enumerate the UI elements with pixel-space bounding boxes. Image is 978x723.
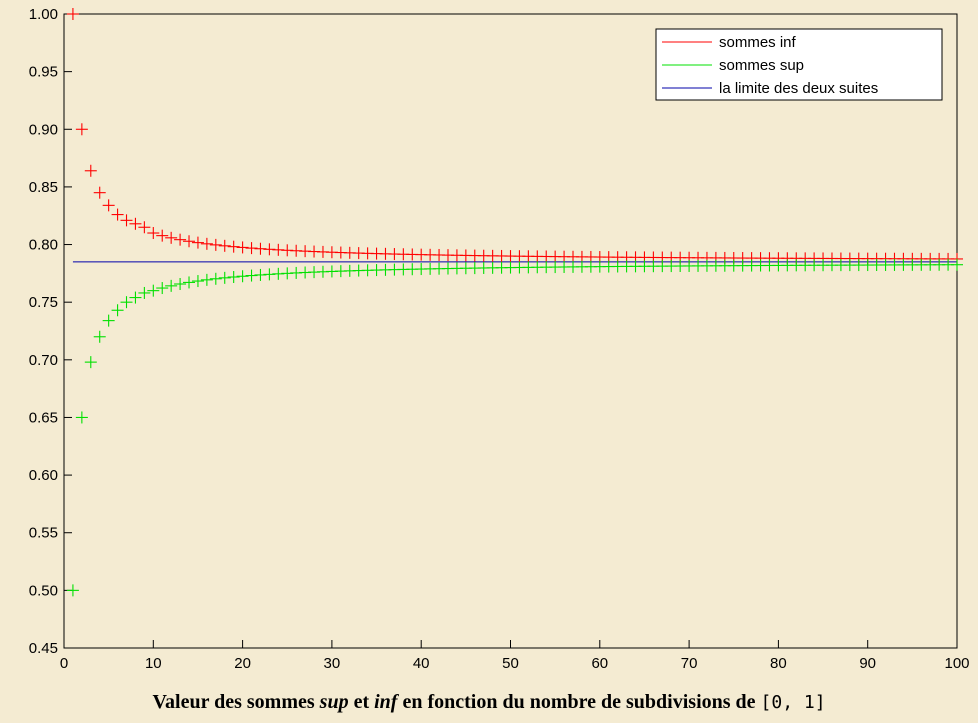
x-tick-label: 10 — [145, 655, 162, 672]
point-sommes-sup — [227, 271, 240, 284]
point-sommes-sup — [147, 284, 160, 297]
caption-part-2: et — [348, 691, 375, 713]
point-sommes-sup — [218, 271, 231, 284]
point-sommes-inf — [111, 208, 124, 221]
point-sommes-sup — [129, 291, 142, 304]
point-sommes-sup — [66, 584, 79, 597]
x-tick-label: 100 — [944, 655, 969, 672]
caption-part-1: Valeur des sommes — [152, 691, 320, 713]
point-sommes-sup — [120, 296, 133, 309]
point-sommes-inf — [227, 240, 240, 253]
point-sommes-sup — [156, 282, 169, 295]
point-sommes-inf — [218, 239, 231, 252]
caption-part-3: en fonction du nombre de subdivisions de — [397, 691, 761, 713]
legend-label-sommes-sup: sommes sup — [719, 57, 804, 74]
point-sommes-sup — [209, 272, 222, 285]
x-tick-label: 40 — [413, 655, 430, 672]
y-tick-label: 1.00 — [29, 6, 58, 23]
x-tick-label: 90 — [859, 655, 876, 672]
y-tick-label: 0.95 — [29, 64, 58, 81]
legend-label-limite: la limite des deux suites — [719, 80, 878, 97]
x-tick-label: 70 — [681, 655, 698, 672]
x-tick-label: 50 — [502, 655, 519, 672]
point-sommes-inf — [147, 227, 160, 240]
x-tick-label: 0 — [60, 655, 68, 672]
point-sommes-sup — [174, 278, 187, 291]
x-axis: 0 10 20 30 40 50 60 70 80 90 100 — [60, 640, 970, 672]
point-sommes-sup — [102, 314, 115, 327]
point-sommes-inf — [120, 214, 133, 227]
x-tick-label: 30 — [324, 655, 341, 672]
legend: sommes inf sommes sup la limite des deux… — [655, 28, 943, 101]
point-sommes-inf — [200, 237, 213, 250]
point-sommes-inf — [174, 233, 187, 246]
point-sommes-inf — [156, 229, 169, 242]
y-tick-label: 0.85 — [29, 179, 58, 196]
y-tick-label: 0.55 — [29, 525, 58, 542]
caption-sup: sup — [319, 691, 349, 713]
point-sommes-sup — [93, 330, 106, 343]
point-sommes-inf — [245, 242, 258, 255]
y-tick-label: 0.80 — [29, 237, 58, 254]
legend-label-sommes-inf: sommes inf — [719, 34, 797, 51]
point-sommes-sup — [254, 268, 267, 281]
plot-frame — [63, 13, 958, 649]
point-sommes-inf — [93, 186, 106, 199]
y-tick-label: 0.60 — [29, 467, 58, 484]
y-tick-label: 0.70 — [29, 352, 58, 369]
point-sommes-sup — [236, 270, 249, 283]
point-sommes-inf — [138, 221, 151, 234]
point-sommes-sup — [191, 275, 204, 288]
point-sommes-inf — [75, 123, 88, 136]
point-sommes-inf — [254, 242, 267, 255]
caption-inf: inf — [374, 691, 398, 713]
point-sommes-sup — [75, 411, 88, 424]
y-tick-label: 0.75 — [29, 294, 58, 311]
chart-svg: 0.45 0.50 0.55 0.60 0.65 0.70 0.75 0.80 0.85 0.90… — [29, 6, 970, 672]
x-tick-label: 80 — [770, 655, 787, 672]
chart-caption: Valeur des sommes sup et inf en fonction… — [0, 691, 978, 714]
point-sommes-sup — [138, 286, 151, 299]
point-sommes-inf — [165, 231, 178, 244]
point-sommes-sup — [200, 273, 213, 286]
y-tick-label: 0.90 — [29, 121, 58, 138]
point-sommes-inf — [183, 235, 196, 248]
y-tick-label: 0.45 — [29, 640, 58, 657]
point-sommes-sup — [245, 269, 258, 282]
point-sommes-sup — [84, 356, 97, 369]
point-sommes-sup — [951, 258, 963, 271]
y-axis: 0.45 0.50 0.55 0.60 0.65 0.70 0.75 0.80 0.85 0.90… — [29, 6, 72, 657]
point-sommes-inf — [209, 238, 222, 251]
point-sommes-inf — [236, 241, 249, 254]
point-sommes-sup — [183, 276, 196, 289]
y-tick-label: 0.50 — [29, 582, 58, 599]
point-sommes-inf — [84, 164, 97, 177]
point-sommes-inf — [102, 199, 115, 212]
point-sommes-inf — [191, 236, 204, 249]
series-sommes-sup — [66, 258, 963, 597]
point-sommes-sup — [165, 279, 178, 292]
y-tick-label: 0.65 — [29, 409, 58, 426]
x-tick-label: 20 — [234, 655, 251, 672]
caption-interval: [0, 1] — [760, 692, 826, 713]
x-tick-label: 60 — [591, 655, 608, 672]
point-sommes-sup — [111, 304, 124, 317]
point-sommes-inf — [129, 217, 142, 230]
point-sommes-inf — [66, 8, 79, 20]
